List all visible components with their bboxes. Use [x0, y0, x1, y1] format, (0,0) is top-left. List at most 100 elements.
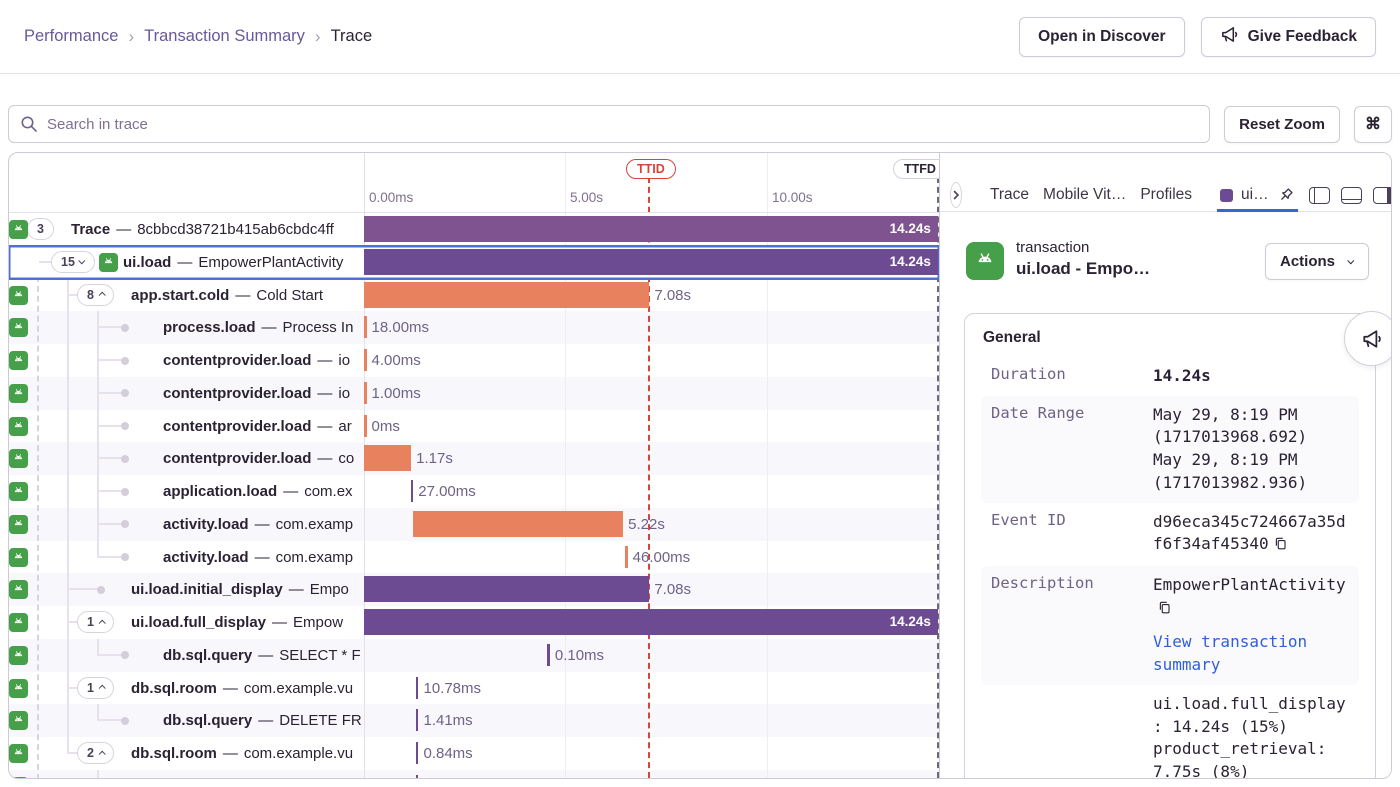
- span-op: db.sql.query: [163, 712, 253, 730]
- span-bar[interactable]: [415, 676, 419, 699]
- span-description: Cold Start: [256, 286, 324, 304]
- dock-bottom-layout-button[interactable]: [1340, 186, 1362, 204]
- span-op: db.sql.room: [131, 745, 217, 762]
- trace-row[interactable]: 8 app.start.cold — Cold Start 7.08s: [9, 278, 939, 312]
- span-bar[interactable]: [364, 316, 367, 339]
- trace-row[interactable]: 3 Trace — 8cbbcd38721b415ab6cbdc4ff 14.24s: [9, 213, 939, 246]
- breadcrumb-performance[interactable]: Performance: [24, 27, 119, 45]
- feedback-float-button[interactable]: [1344, 311, 1391, 366]
- expand-badge[interactable]: 1: [77, 611, 114, 633]
- span-label: activity.load — com.examp: [163, 508, 364, 541]
- span-op: app.start.cold: [131, 286, 230, 304]
- copy-icon[interactable]: [1273, 535, 1288, 558]
- span-label: db.sql.room — com.example.vu: [131, 672, 364, 705]
- span-bar[interactable]: [364, 281, 650, 308]
- trace-row[interactable]: process.load — Process In 18.00ms: [9, 311, 939, 344]
- span-bar[interactable]: [547, 643, 550, 666]
- breadcrumb: Performance › Transaction Summary › Trac…: [24, 27, 372, 47]
- trace-row[interactable]: 1 ui.load.full_display — Empow 14.24s: [9, 606, 939, 639]
- android-icon: [966, 242, 1004, 280]
- span-bar[interactable]: [410, 480, 414, 502]
- tab-trace[interactable]: Trace: [990, 186, 1030, 203]
- trace-row[interactable]: activity.load — com.examp 5.22s: [9, 507, 939, 541]
- chevron-down-icon: [1347, 257, 1355, 265]
- open-in-discover-button[interactable]: Open in Discover: [1019, 16, 1185, 57]
- span-op: db.sql.room: [131, 679, 217, 697]
- date-range-row: Date Range May 29, 8:19 PM (1717013968.6…: [981, 395, 1359, 503]
- span-bar[interactable]: [625, 545, 628, 568]
- tab-mobile-vitals[interactable]: Mobile Vit…: [1043, 186, 1127, 203]
- span-separator: —: [317, 384, 333, 402]
- span-bar[interactable]: [415, 709, 419, 732]
- span-bar[interactable]: [364, 414, 367, 437]
- span-bar[interactable]: [364, 349, 367, 371]
- reset-zoom-button[interactable]: Reset Zoom: [1224, 105, 1340, 143]
- breadcrumb-transaction-summary[interactable]: Transaction Summary: [144, 27, 305, 45]
- dock-left-layout-button[interactable]: [1308, 186, 1330, 204]
- tab-ui-load-active[interactable]: ui…: [1217, 186, 1298, 212]
- give-feedback-button[interactable]: Give Feedback: [1200, 16, 1376, 57]
- trace-row[interactable]: 15 ui.load — EmpowerPlantActivity 14.24s: [9, 245, 939, 279]
- span-op: activity.load: [163, 548, 249, 566]
- android-icon: [9, 482, 28, 501]
- span-bar[interactable]: [364, 381, 367, 404]
- span-duration: 0ms: [371, 417, 400, 435]
- span-bar[interactable]: [364, 445, 412, 472]
- date-range-start: May 29, 8:19 PM (1717013968.692): [1153, 404, 1308, 447]
- span-bar[interactable]: 14.24s: [364, 248, 938, 275]
- search-input[interactable]: [8, 105, 1211, 143]
- actions-button[interactable]: Actions: [1264, 243, 1369, 280]
- tree-guide-line: [97, 639, 99, 656]
- trace-row[interactable]: activity.load — com.examp 46.00ms: [9, 540, 939, 574]
- transaction-header: transaction ui.load - Empo…: [966, 239, 1150, 280]
- span-bar[interactable]: 14.24s: [364, 216, 938, 242]
- trace-row[interactable]: db.sql.query — SELECT * F 0.10ms: [9, 638, 939, 672]
- span-op: Trace: [71, 221, 111, 238]
- trace-row[interactable]: ui.load.initial_display — Empo 7.08s: [9, 573, 939, 606]
- trace-row[interactable]: application.load — com.ex 27.00ms: [9, 475, 939, 508]
- span-op: contentprovider.load: [163, 417, 312, 435]
- trace-row[interactable]: 1 db.sql.room — com.example.vu 10.78ms: [9, 671, 939, 705]
- trace-row[interactable]: contentprovider.load — ar 0ms: [9, 409, 939, 443]
- trace-row[interactable]: contentprovider.load — io 1.00ms: [9, 376, 939, 410]
- expand-badge[interactable]: 2: [77, 742, 114, 764]
- span-description: com.examp: [275, 548, 354, 566]
- copy-icon[interactable]: [1157, 599, 1172, 622]
- span-bar[interactable]: [364, 576, 650, 603]
- trace-row[interactable]: contentprovider.load — co 1.17s: [9, 442, 939, 475]
- panel-tab-bar: Trace Mobile Vit… Profiles ui…: [940, 179, 1391, 212]
- description-row: Description EmpowerPlantActivity View tr…: [981, 566, 1359, 685]
- expand-panel-button[interactable]: [950, 182, 962, 208]
- span-description: co: [338, 450, 355, 468]
- general-card: General Duration 14.24s Date Range May 2…: [964, 313, 1376, 779]
- expand-badge[interactable]: 8: [77, 283, 114, 306]
- actions-label: Actions: [1279, 253, 1335, 270]
- span-bar[interactable]: [415, 742, 419, 764]
- reset-zoom-label: Reset Zoom: [1239, 115, 1325, 133]
- expand-badge[interactable]: 3: [27, 218, 54, 240]
- expand-badge[interactable]: 15: [51, 250, 95, 273]
- trace-row[interactable]: contentprovider.load — io 4.00ms: [9, 344, 939, 377]
- trace-row[interactable]: db.sql.query — INSERT OR 0.78ms: [9, 769, 939, 779]
- trace-row[interactable]: db.sql.query — DELETE FR 1.41ms: [9, 704, 939, 737]
- span-bar[interactable]: 14.24s: [364, 609, 938, 635]
- span-label: app.start.cold — Cold Start: [131, 279, 364, 312]
- android-icon: [9, 318, 28, 338]
- span-label: db.sql.query — INSERT OR: [163, 770, 364, 779]
- span-duration: 46.00ms: [632, 548, 691, 566]
- span-description: SELECT * F: [279, 646, 361, 664]
- description-value: EmpowerPlantActivity: [1153, 575, 1346, 595]
- tab-profiles[interactable]: Profiles: [1140, 186, 1193, 203]
- trace-row[interactable]: 2 db.sql.room — com.example.vu 0.84ms: [9, 737, 939, 770]
- expand-badge[interactable]: 1: [77, 676, 114, 699]
- dock-right-layout-button[interactable]: [1372, 186, 1391, 204]
- span-bar[interactable]: [415, 774, 419, 778]
- view-transaction-summary-link[interactable]: View transaction summary: [1153, 632, 1308, 675]
- span-bar[interactable]: [412, 510, 624, 537]
- ops-item: product_retrieval: 7.75s (8%): [1153, 739, 1327, 779]
- span-label: contentprovider.load — io: [163, 377, 364, 410]
- pin-icon[interactable]: [1277, 186, 1295, 204]
- command-shortcut-button[interactable]: ⌘: [1354, 105, 1392, 143]
- tree-connector: [67, 588, 99, 591]
